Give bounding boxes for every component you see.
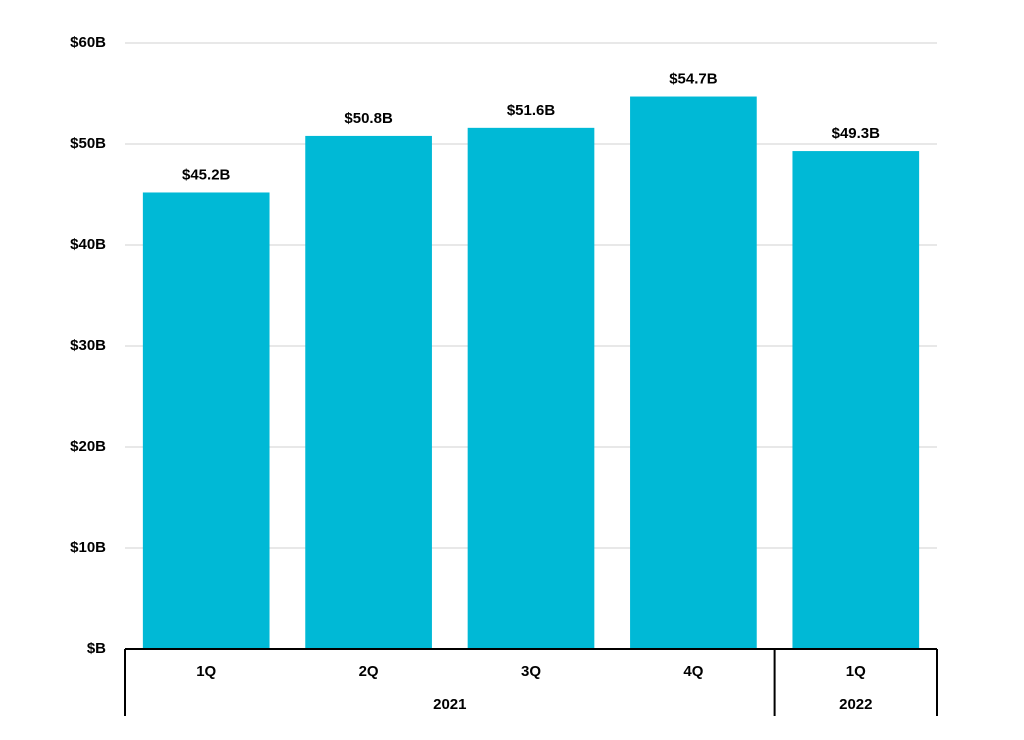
bar [142,192,270,650]
value-label: $49.3B [832,125,881,142]
bar [630,96,757,649]
x-tick-label: 1Q [846,663,866,680]
value-label: $50.8B [344,110,393,127]
y-tick-label: $30B [70,337,106,354]
group-label: 2022 [839,696,872,713]
bar [467,127,595,650]
bar [792,151,920,649]
y-tick-label: $10B [70,539,106,556]
y-tick-label: $20B [70,438,106,455]
y-tick-label: $60B [70,34,106,51]
x-tick-label: 3Q [521,663,541,680]
x-tick-label: 4Q [683,663,703,680]
x-tick-label: 2Q [359,663,379,680]
y-tick-label: $B [87,640,106,657]
y-tick-label: $50B [70,135,106,152]
bar [305,135,432,650]
x-tick-label: 1Q [196,663,216,680]
group-label: 2021 [433,696,466,713]
y-tick-label: $40B [70,236,106,253]
value-label: $45.2B [182,166,231,183]
value-label: $51.6B [507,102,556,119]
value-label: $54.7B [669,70,718,87]
